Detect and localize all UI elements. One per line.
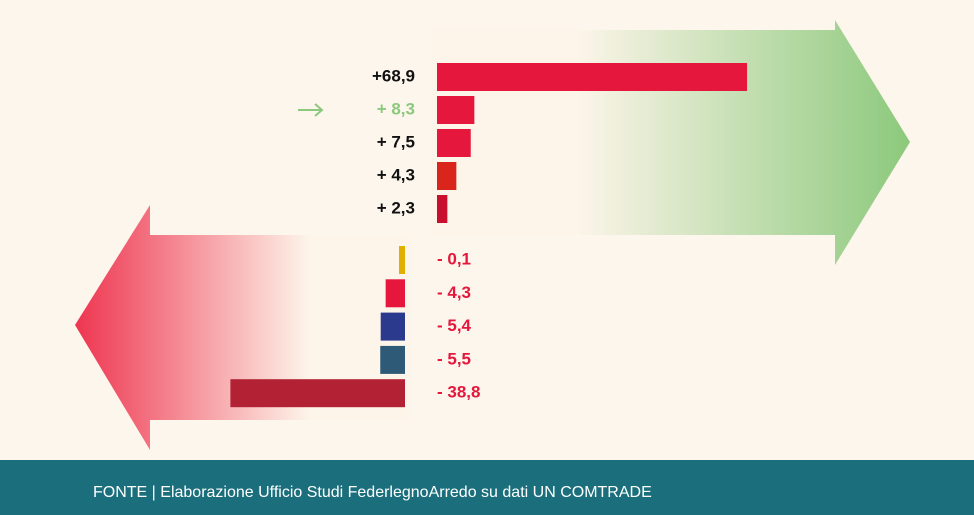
- bar: [437, 129, 471, 157]
- value-label: - 5,4: [437, 316, 472, 335]
- value-label: + 2,3: [377, 198, 415, 217]
- positive-arrow: [432, 20, 910, 265]
- bar: [399, 246, 405, 274]
- bar: [437, 63, 747, 91]
- value-label: + 8,3: [377, 99, 415, 118]
- value-label: - 0,1: [437, 249, 471, 268]
- value-label: - 38,8: [437, 383, 480, 402]
- bar: [386, 279, 405, 307]
- value-label: + 4,3: [377, 165, 415, 184]
- value-label: - 5,5: [437, 349, 471, 368]
- value-label: - 4,3: [437, 283, 471, 302]
- value-label: +68,9: [372, 66, 415, 85]
- bar: [380, 346, 405, 374]
- value-label: + 7,5: [377, 132, 415, 151]
- bar: [437, 96, 474, 124]
- chart: FONTE | Elaborazione Ufficio Studi Feder…: [0, 0, 974, 515]
- bar: [437, 162, 456, 190]
- bar: [230, 379, 405, 407]
- source-note: FONTE | Elaborazione Ufficio Studi Feder…: [93, 484, 652, 501]
- bar: [437, 195, 447, 223]
- bar: [381, 313, 405, 341]
